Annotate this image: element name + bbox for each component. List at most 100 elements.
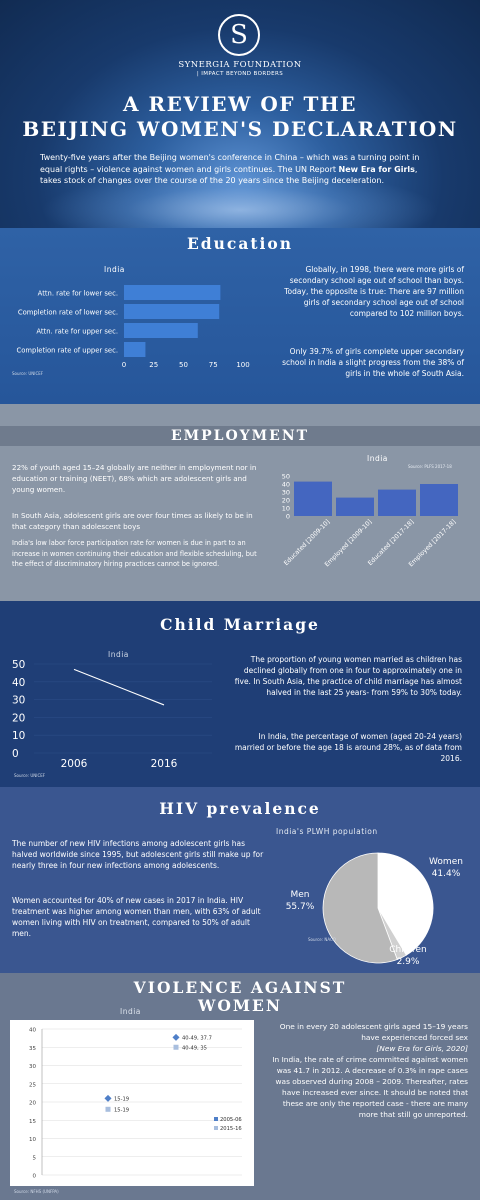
hiv-slice-value: 2.9%	[397, 957, 420, 967]
employment-title: EMPLOYMENT	[170, 428, 310, 444]
education-x-tick: 75	[209, 361, 218, 369]
hiv-slice-label: Men	[290, 890, 309, 900]
employment-chart-title: India	[367, 454, 388, 463]
violence-chart-panel: 0 5 10 15 20 25 30 35 40 15-19 40-49, 37.7 2005-06 1…	[10, 1020, 254, 1186]
child-marriage-chart-title: India	[108, 650, 129, 659]
education-x-tick: 0	[122, 361, 126, 369]
child-marriage-y-tick: 0	[12, 748, 19, 760]
employment-y-tick: 50	[282, 473, 290, 481]
header-glow	[40, 170, 440, 228]
employment-category-label: Employed [2009-10]	[324, 518, 374, 568]
violence-y-tick: 15	[29, 1119, 36, 1125]
education-bar	[124, 304, 220, 319]
hiv-section: HIV prevalence The number of new HIV inf…	[0, 787, 480, 973]
violence-section: VIOLENCE AGAINST WOMEN India 0 5 10 15 20 25 3…	[0, 973, 480, 1200]
hiv-source: Source: NACO	[308, 937, 336, 942]
violence-y-tick: 30	[29, 1064, 36, 1070]
child-marriage-source: Source: UNICEF	[14, 773, 46, 778]
employment-category-label: Employed [2017-18]	[408, 518, 458, 568]
child-marriage-section: Child Marriage India 0 10 20 30 40 50 2006 2016…	[0, 601, 480, 787]
employment-section: EMPLOYMENT 22% of youth aged 15–24 globa…	[0, 404, 480, 601]
employment-title-band	[0, 426, 480, 446]
child-marriage-y-tick: 30	[12, 695, 25, 707]
violence-chart-title: India	[120, 1007, 141, 1016]
child-marriage-y-tick: 50	[12, 659, 25, 671]
child-marriage-line-chart: 0 10 20 30 40 50 2006 2016	[12, 659, 212, 770]
hiv-slice-value: 55.7%	[286, 902, 315, 912]
education-category-label: Attn. rate for lower sec.	[38, 290, 118, 298]
violence-legend-marker	[214, 1126, 218, 1130]
employment-y-tick: 30	[282, 489, 290, 497]
violence-y-tick: 5	[33, 1155, 37, 1161]
employment-bar	[294, 481, 332, 516]
violence-legend-label: 2015-16	[220, 1126, 242, 1132]
education-bar	[124, 285, 221, 300]
employment-text-3: India's low labor force participation ra…	[12, 539, 257, 568]
title-line-1: A REVIEW OF THE	[123, 92, 357, 116]
education-x-tick: 50	[179, 361, 188, 369]
education-source: Source: UNICEF	[12, 371, 44, 376]
org-tagline: | IMPACT BEYOND BORDERS	[196, 71, 284, 77]
employment-bar	[336, 497, 374, 516]
hiv-pie-chart: Women 41.4% Men 55.7% Children 2.9%	[286, 852, 463, 967]
violence-point-label: 40-49, 37.7	[182, 1035, 212, 1041]
org-name: SYNERGIA FOUNDATION	[178, 60, 302, 70]
employment-text-1: 22% of youth aged 15–24 globally are nei…	[12, 463, 257, 494]
child-marriage-series-line	[73, 668, 165, 706]
violence-point	[172, 1033, 180, 1041]
child-marriage-y-tick: 40	[12, 677, 25, 689]
page-title: A REVIEW OF THE BEIJING WOMEN'S DECLARAT…	[0, 92, 480, 142]
violence-text-2: In India, the rate of crime committed ag…	[272, 1055, 468, 1119]
logo-letter: S	[230, 20, 248, 50]
employment-bar	[378, 489, 416, 516]
education-bar	[124, 342, 146, 357]
violence-scatter-chart: 0 5 10 15 20 25 30 35 40 15-19 40-49, 37.7 2005-06 1…	[29, 1028, 242, 1180]
child-marriage-x-tick: 2006	[61, 758, 88, 770]
violence-point-label: 15-19	[114, 1096, 129, 1102]
violence-title: VIOLENCE AGAINST WOMEN	[0, 979, 480, 1015]
education-chart-title: India	[104, 265, 125, 274]
hiv-text-2: Women accounted for 40% of new cases in …	[12, 896, 261, 938]
child-marriage-y-tick: 10	[12, 730, 25, 742]
violence-title-line-1: VIOLENCE AGAINST	[133, 978, 347, 997]
child-marriage-title: Child Marriage	[160, 615, 320, 634]
employment-bar	[420, 484, 458, 516]
violence-source: Source: NFHS (UNFPA)	[14, 1189, 59, 1194]
education-bar-chart: Attn. rate for lower sec. Completion rate…	[17, 285, 250, 369]
violence-legend-label: 2005-06	[220, 1117, 242, 1123]
education-title: Education	[186, 234, 294, 253]
hiv-pie-slice-men	[322, 852, 398, 964]
employment-y-tick: 40	[282, 481, 290, 489]
education-section: Education India Attn. rate for lower sec…	[0, 228, 480, 404]
hiv-text-1: The number of new HIV infections among a…	[12, 839, 264, 870]
header: S SYNERGIA FOUNDATION | IMPACT BEYOND BO…	[0, 0, 480, 228]
title-line-2: BEIJING WOMEN'S DECLARATION	[22, 117, 458, 141]
employment-text-2: In South Asia, adolescent girls are over…	[12, 511, 253, 531]
violence-y-tick: 25	[29, 1082, 36, 1088]
education-category-label: Completion rate of lower sec.	[18, 309, 118, 317]
violence-point-label: 15-19	[114, 1107, 129, 1113]
intro-part-1: Twenty-five years after the Beijing wome…	[40, 153, 420, 174]
child-marriage-y-tick: 20	[12, 712, 25, 724]
logo-icon: S	[218, 14, 260, 56]
hiv-slice-value: 41.4%	[432, 869, 461, 879]
education-category-label: Attn. rate for upper sec.	[36, 328, 118, 336]
hiv-chart-title: India's PLWH population	[276, 827, 378, 836]
intro-part-2: , takes stock of changes over the course…	[40, 164, 418, 186]
employment-category-label: Educated [2009-10]	[283, 518, 332, 567]
employment-y-tick: 0	[286, 513, 290, 521]
education-text-2: Only 39.7% of girls complete upper secon…	[282, 347, 464, 378]
violence-point	[105, 1106, 111, 1112]
violence-legend-marker	[214, 1117, 218, 1121]
violence-y-tick: 40	[29, 1028, 36, 1034]
education-text-1: Globally, in 1998, there were more girls…	[284, 265, 464, 318]
violence-y-tick: 20	[29, 1101, 36, 1107]
violence-point	[173, 1044, 179, 1050]
education-x-tick: 100	[236, 361, 249, 369]
child-marriage-text-2: In India, the percentage of women (aged …	[234, 732, 462, 763]
violence-text-1-reference: [New Era for Girls, 2020]	[376, 1044, 468, 1053]
education-category-label: Completion rate of upper sec.	[17, 347, 118, 355]
hiv-pie-slice-women	[377, 852, 434, 956]
intro-text: Twenty-five years after the Beijing wome…	[40, 152, 440, 187]
